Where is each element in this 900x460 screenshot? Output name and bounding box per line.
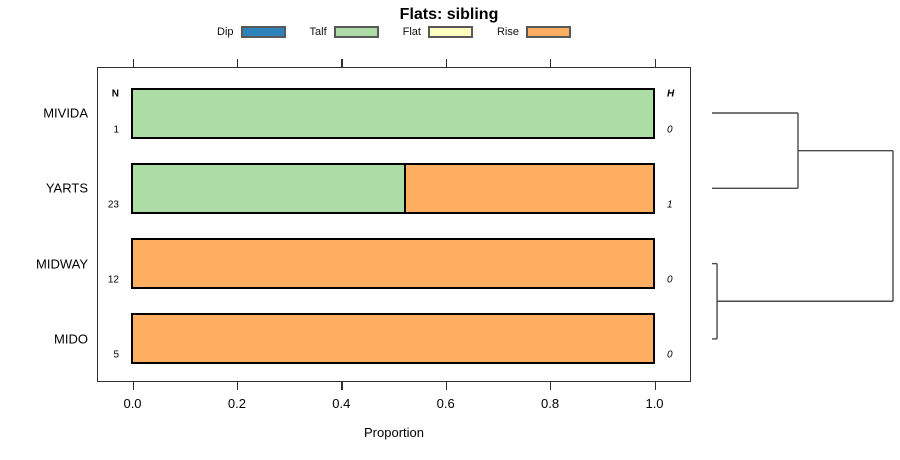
x-tick-top — [550, 59, 552, 67]
x-tick-bottom — [341, 382, 343, 390]
legend-label: Rise — [496, 26, 519, 38]
legend-swatch-rise — [526, 26, 571, 38]
x-tick-label: 0.0 — [123, 396, 142, 411]
n-value-yarts: 23 — [107, 199, 119, 211]
h-value-yarts: 1 — [667, 199, 673, 211]
bar-mivida — [131, 87, 655, 139]
legend-swatch-flat — [427, 26, 473, 38]
x-tick-bottom — [236, 382, 239, 390]
row-label-mido: MIDO — [54, 331, 88, 347]
bar-segment-talf — [133, 164, 405, 212]
x-tick-label: 0.4 — [332, 396, 351, 411]
x-tick-bottom — [132, 382, 134, 390]
h-column-header: H — [667, 88, 675, 100]
legend-label: Dip — [217, 26, 234, 38]
x-tick-top — [445, 59, 448, 67]
x-tick-label: 0.6 — [436, 396, 455, 411]
legend-item-flat: Flat — [403, 26, 473, 38]
x-tick-top — [236, 59, 239, 67]
bar-segment-rise — [133, 315, 653, 363]
bar-mido — [131, 313, 655, 365]
bar-segment-rise — [404, 164, 653, 212]
h-value-mivida: 0 — [667, 124, 673, 135]
legend-item-dip: Dip — [217, 26, 286, 38]
row-label-yarts: YARTS — [45, 180, 88, 196]
row-label-midway: MIDWAY — [36, 256, 88, 272]
legend: Dip Talf Flat Rise — [217, 26, 571, 38]
legend-label: Talf — [309, 26, 327, 38]
x-tick-label: 0.8 — [541, 396, 560, 411]
plot-box — [97, 67, 691, 382]
legend-item-talf: Talf — [310, 26, 379, 38]
row-label-mivida: MIVIDA — [43, 105, 88, 121]
n-column-header: N — [111, 88, 119, 100]
x-tick-top — [654, 59, 656, 67]
legend-swatch-dip — [240, 26, 286, 38]
n-value-mido: 5 — [113, 349, 119, 361]
x-tick-label: 1.0 — [645, 396, 664, 411]
x-tick-bottom — [550, 382, 552, 390]
h-value-mido: 0 — [667, 349, 673, 361]
bar-yarts — [131, 162, 655, 214]
h-value-midway: 0 — [667, 274, 673, 286]
bar-segment-talf — [133, 89, 653, 137]
chart-title: Flats: sibling — [399, 6, 499, 23]
n-value-mivida: 1 — [113, 124, 119, 135]
x-tick-top — [132, 59, 134, 67]
legend-item-rise: Rise — [497, 26, 571, 38]
x-tick-label: 0.2 — [227, 396, 246, 411]
legend-label: Flat — [402, 26, 421, 38]
x-tick-bottom — [445, 382, 448, 390]
legend-swatch-talf — [333, 26, 379, 38]
n-value-midway: 12 — [107, 274, 119, 286]
x-tick-bottom — [654, 382, 656, 390]
x-tick-top — [341, 59, 343, 67]
bar-midway — [131, 238, 655, 290]
bar-segment-rise — [133, 240, 653, 288]
x-axis-title: Proportion — [364, 425, 424, 440]
